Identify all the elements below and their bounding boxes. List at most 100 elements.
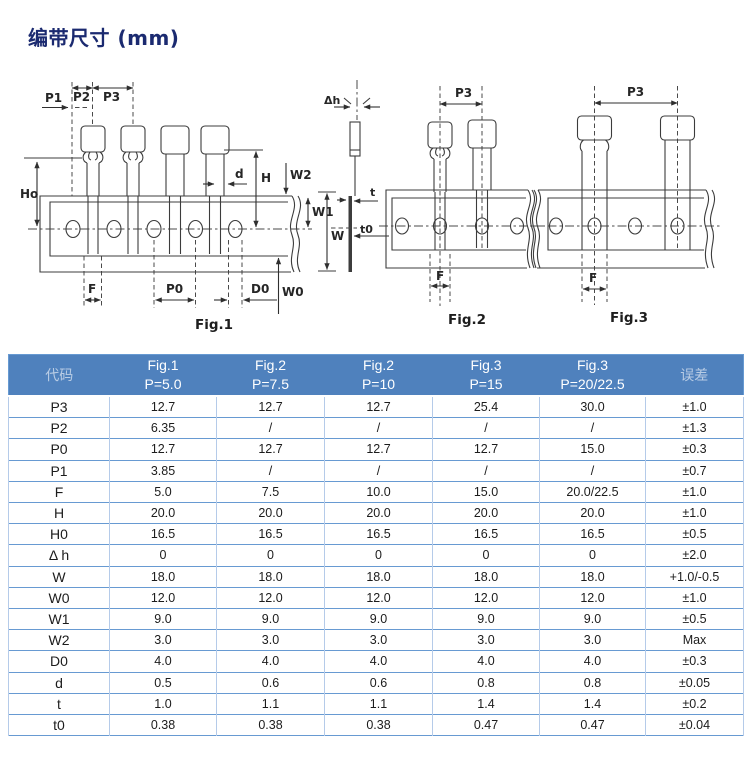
value-cell: 9.0 bbox=[216, 608, 325, 630]
value-cell: / bbox=[216, 417, 325, 439]
value-cell: 20.0 bbox=[109, 502, 217, 524]
value-cell: 9.0 bbox=[539, 608, 646, 630]
code-cell: Δ h bbox=[8, 544, 110, 567]
figure-3: P3 F Fig.3 bbox=[530, 85, 722, 326]
value-cell: 0.6 bbox=[324, 671, 433, 694]
table-row: t 1.0 1.1 1.1 1.4 1.4 ±0.2 bbox=[8, 692, 744, 715]
figure-2-caption: Fig.2 bbox=[448, 312, 486, 328]
tolerance-cell: ±1.0 bbox=[645, 586, 744, 609]
dim-label-h: H bbox=[261, 171, 271, 185]
table-row: W 18.0 18.0 18.0 18.0 18.0 +1.0/-0.5 bbox=[8, 565, 744, 588]
value-cell: 20.0 bbox=[324, 502, 433, 524]
code-cell: W bbox=[8, 565, 110, 588]
value-cell: 12.7 bbox=[109, 438, 217, 461]
value-cell: 0.6 bbox=[216, 671, 325, 694]
dim-label-w1: W1 bbox=[312, 205, 334, 219]
value-cell: 30.0 bbox=[539, 395, 646, 418]
spec-table: 代码 Fig.1 P=5.0 Fig.2 P=7.5 Fig.2 P=10 Fig.3 P=15… bbox=[8, 354, 744, 737]
value-cell: 20.0/22.5 bbox=[539, 480, 646, 503]
value-cell: 12.7 bbox=[216, 438, 325, 461]
value-cell: 3.85 bbox=[109, 459, 217, 482]
dim-label-t0: t0 bbox=[360, 223, 373, 236]
value-cell: 15.0 bbox=[432, 480, 540, 503]
code-cell: d bbox=[8, 671, 110, 694]
value-cell: 0.38 bbox=[324, 714, 433, 736]
tolerance-cell: ±1.0 bbox=[645, 502, 744, 524]
table-row: H0 16.5 16.5 16.5 16.5 16.5 ±0.5 bbox=[8, 523, 744, 545]
dim-label-w0: W0 bbox=[282, 285, 304, 299]
value-cell: 18.0 bbox=[539, 565, 646, 588]
dim-label-p0: P0 bbox=[166, 282, 183, 296]
value-cell: / bbox=[324, 459, 433, 482]
value-cell: 16.5 bbox=[539, 523, 646, 545]
value-cell: 0 bbox=[432, 544, 540, 567]
value-cell: 3.0 bbox=[539, 629, 646, 651]
value-cell: 1.1 bbox=[216, 692, 325, 715]
table-row: W2 3.0 3.0 3.0 3.0 3.0 Max bbox=[8, 629, 744, 651]
table-row: P2 6.35// / / ±1.3 bbox=[8, 417, 744, 439]
table-row: F 5.0 7.5 10.0 15.0 20.0/22.5 ±1.0 bbox=[8, 480, 744, 503]
value-cell: 0.8 bbox=[432, 671, 540, 694]
value-cell: 25.4 bbox=[432, 395, 540, 418]
value-cell: 20.0 bbox=[432, 502, 540, 524]
dim-label-p3-fig3: P3 bbox=[627, 85, 644, 99]
value-cell: / bbox=[432, 459, 540, 482]
value-cell: 3.0 bbox=[324, 629, 433, 651]
value-cell: 12.7 bbox=[216, 395, 325, 418]
tolerance-cell: ±0.5 bbox=[645, 523, 744, 545]
value-cell: 20.0 bbox=[216, 502, 325, 524]
value-cell: 4.0 bbox=[432, 650, 540, 673]
code-cell: F bbox=[8, 480, 110, 503]
value-cell: / bbox=[216, 459, 325, 482]
table-row: Δ h 0 0 0 0 0 ±2.0 bbox=[8, 544, 744, 567]
value-cell: 0.8 bbox=[539, 671, 646, 694]
dim-label-f-fig3: F bbox=[589, 271, 597, 285]
tolerance-cell: ±1.0 bbox=[645, 480, 744, 503]
value-cell: 12.0 bbox=[109, 586, 217, 609]
value-cell: 1.4 bbox=[432, 692, 540, 715]
value-cell: 15.0 bbox=[539, 438, 646, 461]
table-row: t0 0.38 0.38 0.38 0.47 0.47 ±0.04 bbox=[8, 714, 744, 736]
value-cell: 3.0 bbox=[432, 629, 540, 651]
tolerance-cell: ±0.04 bbox=[645, 714, 744, 736]
tolerance-cell: ±0.3 bbox=[645, 438, 744, 461]
figure-1-caption: Fig.1 bbox=[195, 317, 233, 333]
dim-label-d0: D0 bbox=[251, 282, 269, 296]
value-cell: 12.0 bbox=[539, 586, 646, 609]
side-view: Δh t t0 bbox=[324, 80, 389, 272]
value-cell: 16.5 bbox=[216, 523, 325, 545]
column-header: Fig.2 P=7.5 bbox=[216, 354, 325, 397]
code-cell: t bbox=[8, 692, 110, 715]
dim-label-w2: W2 bbox=[290, 168, 312, 182]
dim-label-h0: Ho bbox=[20, 187, 38, 201]
code-cell: P2 bbox=[8, 417, 110, 439]
value-cell: 12.7 bbox=[324, 438, 433, 461]
value-cell: / bbox=[539, 417, 646, 439]
tape-dimension-diagram: P1 P2 P3 Ho d H W2 W1 W F bbox=[20, 80, 722, 333]
value-cell: 10.0 bbox=[324, 480, 433, 503]
value-cell: 12.7 bbox=[432, 438, 540, 461]
table-row: P3 12.7 12.7 12.7 25.4 30.0 ±1.0 bbox=[8, 395, 744, 418]
dim-label-f-fig2: F bbox=[436, 269, 444, 283]
table-row: H 20.0 20.0 20.0 20.0 20.0 ±1.0 bbox=[8, 502, 744, 524]
value-cell: 12.7 bbox=[324, 395, 433, 418]
table-row: W0 12.0 12.0 12.0 12.0 12.0 ±1.0 bbox=[8, 586, 744, 609]
column-header: Fig.2 P=10 bbox=[324, 354, 433, 397]
value-cell: 0 bbox=[324, 544, 433, 567]
value-cell: 6.35 bbox=[109, 417, 217, 439]
dim-label-p3: P3 bbox=[103, 90, 120, 104]
code-cell: P3 bbox=[8, 395, 110, 418]
tolerance-cell: ±0.7 bbox=[645, 459, 744, 482]
value-cell: 1.0 bbox=[109, 692, 217, 715]
value-cell: 0.38 bbox=[216, 714, 325, 736]
value-cell: 1.4 bbox=[539, 692, 646, 715]
value-cell: 4.0 bbox=[109, 650, 217, 673]
value-cell: 0 bbox=[109, 544, 217, 567]
tolerance-cell: ±0.05 bbox=[645, 671, 744, 694]
dim-label-w: W bbox=[331, 229, 344, 243]
value-cell: 12.0 bbox=[324, 586, 433, 609]
value-cell: 12.0 bbox=[432, 586, 540, 609]
dim-label-t: t bbox=[370, 186, 375, 199]
value-cell: 5.0 bbox=[109, 480, 217, 503]
